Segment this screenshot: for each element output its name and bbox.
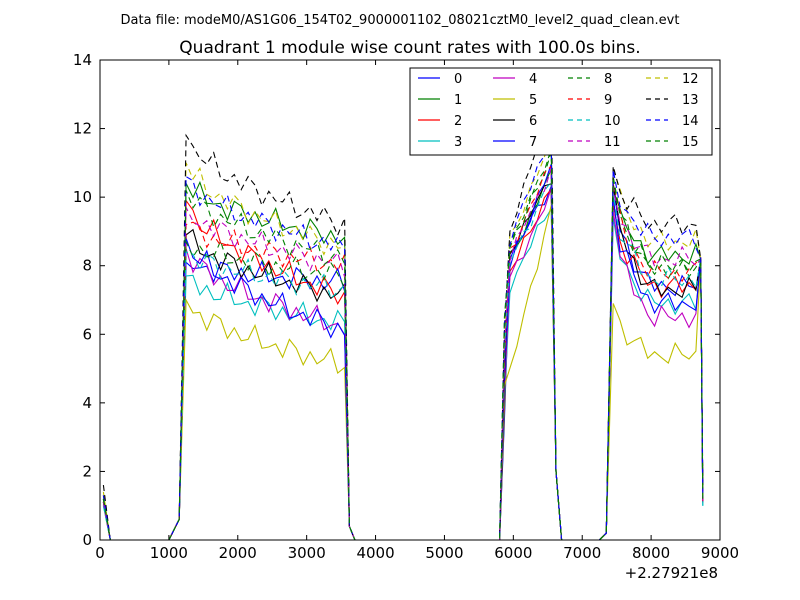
x-tick-label: 6000 [494,544,532,562]
y-tick-label: 12 [73,120,92,138]
y-tick-label: 8 [82,257,92,275]
x-tick-label: 2000 [219,544,257,562]
series-line-15 [102,148,704,541]
legend-label-10: 10 [604,114,621,129]
plot-lines [102,95,704,541]
x-tick-label: 8000 [632,544,670,562]
x-tick-label: 7000 [563,544,601,562]
legend-label-0: 0 [454,72,462,87]
legend-label-11: 11 [604,135,621,150]
legend-label-1: 1 [454,93,462,108]
legend-label-5: 5 [529,93,537,108]
legend-label-9: 9 [604,93,612,108]
x-tick-label: 9000 [701,544,739,562]
x-tick-label: 3000 [288,544,326,562]
y-tick-label: 10 [73,188,92,206]
legend-label-4: 4 [529,72,537,87]
series-line-11 [102,167,704,541]
y-tick-label: 0 [82,531,92,549]
x-tick-label: 5000 [425,544,463,562]
legend-label-3: 3 [454,135,462,150]
series-line-4 [102,187,704,541]
series-line-10 [102,180,704,541]
legend-label-2: 2 [454,114,462,129]
legend-label-8: 8 [604,72,612,87]
legend-label-15: 15 [682,135,699,150]
y-tick-label: 6 [82,325,92,343]
legend-frame [409,67,713,156]
x-offset-label: +2.27921e8 [625,564,718,582]
legend-label-12: 12 [682,72,699,87]
figure-suptitle: Data file: modeM0/AS1G06_154T02_90000011… [121,13,680,28]
chart-title: Quadrant 1 module wise count rates with … [179,38,640,58]
x-tick-label: 4000 [356,544,394,562]
y-tick-label: 4 [82,394,92,412]
legend-label-13: 13 [682,93,699,108]
x-axis: 0 1000 2000 3000 4000 5000 6000 7000 8000 9000 [95,60,739,562]
legend-label-14: 14 [682,114,699,129]
x-tick-label: 0 [95,544,105,562]
y-tick-label: 2 [82,462,92,480]
x-tick-label: 1000 [150,544,188,562]
plot-frame [99,59,721,541]
y-tick-label: 14 [73,51,92,69]
legend-label-7: 7 [529,135,537,150]
legend-label-6: 6 [529,114,537,129]
